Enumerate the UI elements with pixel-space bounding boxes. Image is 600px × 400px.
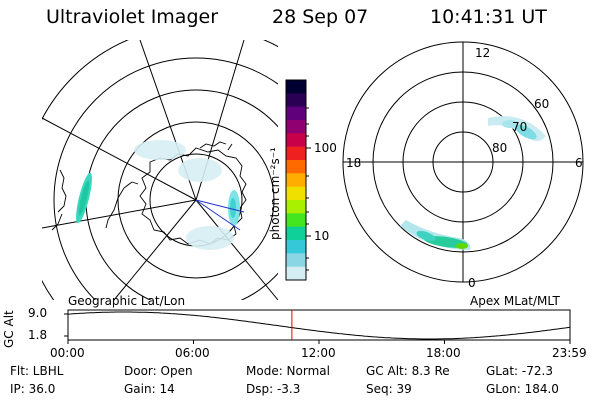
glat-status: GLat: -72.3	[486, 364, 553, 378]
sun-direction-lines	[195, 199, 245, 231]
colorbar-segment	[286, 186, 306, 201]
colorbar-segment	[286, 146, 306, 161]
colorbar-segment	[286, 133, 306, 148]
coastline-ross-ice	[199, 141, 233, 151]
geographic-map	[42, 40, 278, 300]
instrument-title: Ultraviolet Imager	[46, 6, 219, 28]
colorbar-segment	[286, 173, 306, 188]
timeline-xtick-0600: 06:00	[175, 346, 210, 360]
timeline-xtick-2359: 23:59	[552, 346, 587, 360]
meridian-lines	[42, 40, 278, 300]
magnetic-polar-plot	[342, 41, 584, 283]
mlt-label-12: 12	[475, 46, 491, 60]
colorbar-segment	[286, 106, 306, 121]
mlat-label-60: 60	[534, 97, 550, 111]
colorbar-segment	[286, 266, 306, 281]
time-label: 10:41:31 UT	[430, 6, 547, 28]
aurora-emission-left	[76, 140, 240, 250]
colorbar-segment	[286, 120, 306, 134]
mlt-label-18: 18	[346, 156, 362, 170]
gain-status: Gain: 14	[124, 382, 175, 396]
timeline-ylabel: GC Alt	[2, 310, 16, 348]
aurora-emission-right	[400, 116, 546, 250]
coastline-peninsula	[105, 181, 139, 229]
x-tick-marks	[64, 313, 571, 344]
colorbar-segment	[286, 240, 306, 254]
seq-status: Seq: 39	[366, 382, 412, 396]
colorbar-segment	[286, 160, 306, 174]
dsp-status: Dsp: -3.3	[246, 382, 301, 396]
colorbar-tick-10: 10	[314, 229, 330, 243]
timeline-ytick-low: 1.8	[28, 328, 48, 342]
geographic-caption: Geographic Lat/Lon	[68, 294, 186, 308]
colorbar-segment	[286, 93, 306, 108]
door-status: Door: Open	[124, 364, 193, 378]
mlat-label-80: 80	[492, 141, 508, 155]
colorbar-tick-100: 100	[314, 141, 337, 155]
magnetic-caption: Apex MLat/MLT	[470, 294, 560, 308]
ip-status: IP: 36.0	[10, 382, 56, 396]
date-label: 28 Sep 07	[272, 6, 369, 28]
gc-alt-status: GC Alt: 8.3 Re	[366, 364, 450, 378]
colorbar-segment	[286, 253, 306, 268]
colorbar-segment	[286, 80, 306, 94]
timeline-xtick-0000: 00:00	[50, 346, 85, 360]
colorbar-unit-label: photon cm⁻²s⁻¹	[268, 147, 282, 240]
mlat-label-70: 70	[512, 120, 528, 134]
colorbar-segment	[286, 200, 306, 214]
colorbar	[285, 79, 311, 281]
colorbar-segment	[286, 213, 306, 228]
coastline-new-zealand	[51, 169, 67, 231]
colorbar-segment	[286, 226, 306, 241]
timeline-ytick-high: 9.0	[28, 306, 48, 320]
mlt-label-0: 0	[468, 276, 476, 290]
timeline-xtick-1200: 12:00	[301, 346, 336, 360]
filter-status: Flt: LBHL	[10, 364, 64, 378]
mode-status: Mode: Normal	[246, 364, 330, 378]
timeline-xtick-1800: 18:00	[426, 346, 461, 360]
gc-altitude-timeline	[64, 309, 571, 344]
mlt-label-6: 6	[575, 156, 583, 170]
glon-status: GLon: 184.0	[486, 382, 559, 396]
